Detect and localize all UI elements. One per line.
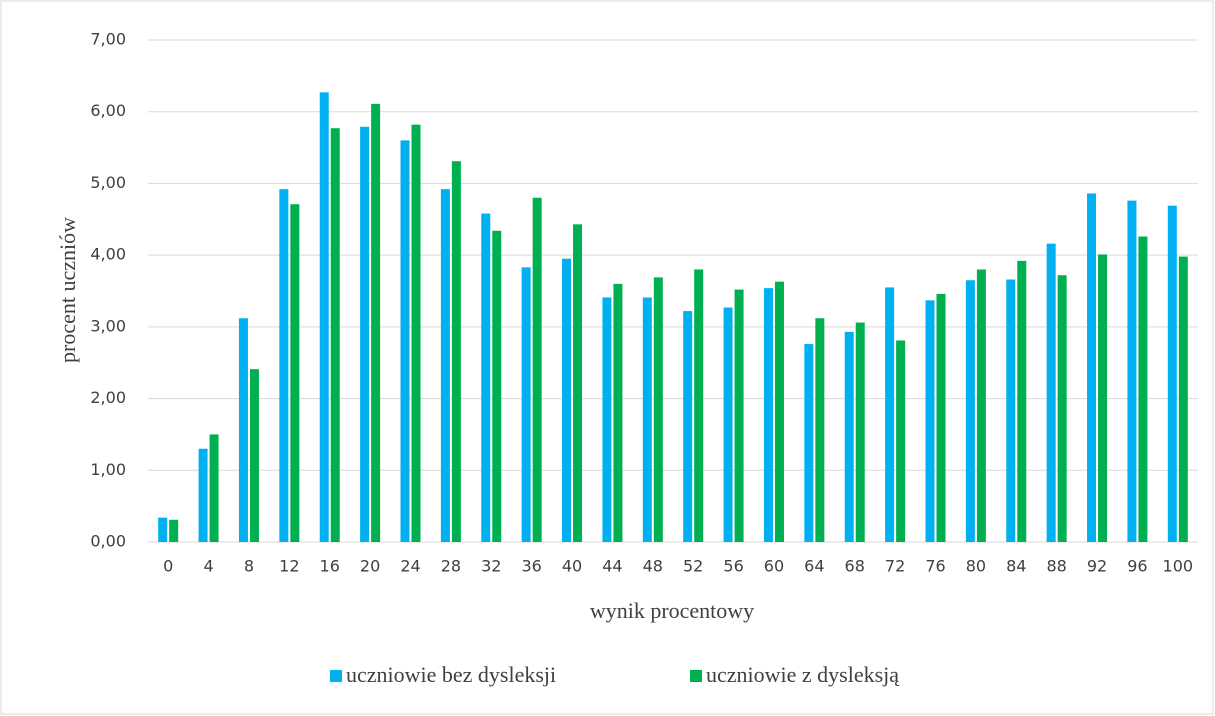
bar (279, 189, 289, 542)
legend-swatch (330, 670, 342, 682)
bar (1098, 254, 1108, 542)
bar (451, 161, 461, 542)
x-tick-label: 84 (1006, 557, 1026, 576)
bar (209, 434, 219, 542)
bar (411, 124, 421, 542)
x-tick-label: 88 (1046, 557, 1066, 576)
bar (602, 297, 612, 542)
bar (774, 281, 784, 542)
x-tick-label: 72 (885, 557, 905, 576)
bar (521, 267, 531, 542)
bar (371, 103, 381, 542)
bar (198, 448, 208, 542)
bar (249, 369, 259, 542)
x-tick-label: 20 (360, 557, 380, 576)
x-tick-label: 24 (400, 557, 420, 576)
bar (885, 287, 895, 542)
x-tick-label: 0 (163, 557, 173, 576)
bar (613, 283, 623, 542)
bar (562, 258, 572, 542)
x-tick-label: 16 (320, 557, 340, 576)
y-tick-label: 3,00 (90, 316, 126, 335)
bar (1138, 236, 1148, 543)
x-tick-label: 68 (845, 557, 865, 576)
bar (734, 289, 744, 542)
y-tick-label: 4,00 (90, 245, 126, 264)
y-tick-label: 0,00 (90, 532, 126, 551)
bar (360, 126, 370, 542)
bar (573, 224, 583, 542)
y-tick-label: 7,00 (90, 30, 126, 49)
y-axis-title: procent uczniów (55, 217, 80, 363)
bar (158, 517, 168, 542)
bar (1046, 243, 1056, 542)
bar (1006, 279, 1016, 542)
x-tick-label: 96 (1127, 557, 1147, 576)
bar (290, 204, 300, 542)
x-tick-label: 36 (521, 557, 541, 576)
bar (1167, 205, 1177, 542)
x-tick-label: 56 (723, 557, 743, 576)
x-tick-label: 64 (804, 557, 824, 576)
bar (481, 213, 491, 542)
bar (1178, 256, 1188, 542)
x-tick-label: 100 (1163, 557, 1194, 576)
bar (492, 230, 502, 542)
bar (1057, 275, 1067, 542)
bar (1017, 260, 1027, 542)
bar (400, 140, 410, 542)
bar (642, 297, 652, 542)
bar (683, 311, 693, 542)
x-tick-label: 32 (481, 557, 501, 576)
bar (169, 519, 179, 542)
bar (815, 318, 825, 542)
y-tick-label: 1,00 (90, 460, 126, 479)
x-tick-label: 44 (602, 557, 622, 576)
bar (694, 269, 704, 542)
x-tick-label: 76 (925, 557, 945, 576)
bar (1087, 193, 1097, 542)
bar (330, 128, 340, 543)
bar (844, 331, 854, 542)
x-tick-label: 12 (279, 557, 299, 576)
x-tick-label: 4 (203, 557, 213, 576)
bar (965, 280, 975, 542)
bar (925, 300, 935, 542)
x-tick-label: 60 (764, 557, 784, 576)
y-tick-label: 5,00 (90, 173, 126, 192)
bar (723, 307, 733, 542)
x-tick-label: 8 (244, 557, 254, 576)
x-tick-label: 48 (643, 557, 663, 576)
bar (896, 340, 906, 542)
y-tick-label: 2,00 (90, 388, 126, 407)
bar (763, 288, 773, 542)
x-tick-label: 28 (441, 557, 461, 576)
bar (440, 189, 450, 542)
legend-label: uczniowie bez dysleksji (346, 662, 556, 687)
bar (804, 344, 814, 542)
x-axis-title: wynik procentowy (590, 598, 754, 623)
x-tick-label: 40 (562, 557, 582, 576)
bar (532, 197, 542, 542)
bar (855, 322, 865, 542)
y-tick-label: 6,00 (90, 101, 126, 120)
bar (653, 277, 663, 542)
x-tick-label: 92 (1087, 557, 1107, 576)
bar (936, 293, 946, 542)
bar (1127, 200, 1137, 542)
legend-label: uczniowie z dysleksją (706, 662, 899, 687)
bar (976, 269, 986, 542)
bar (319, 92, 329, 542)
x-tick-label: 52 (683, 557, 703, 576)
x-tick-label: 80 (966, 557, 986, 576)
legend-swatch (690, 670, 702, 682)
bar (238, 318, 248, 542)
